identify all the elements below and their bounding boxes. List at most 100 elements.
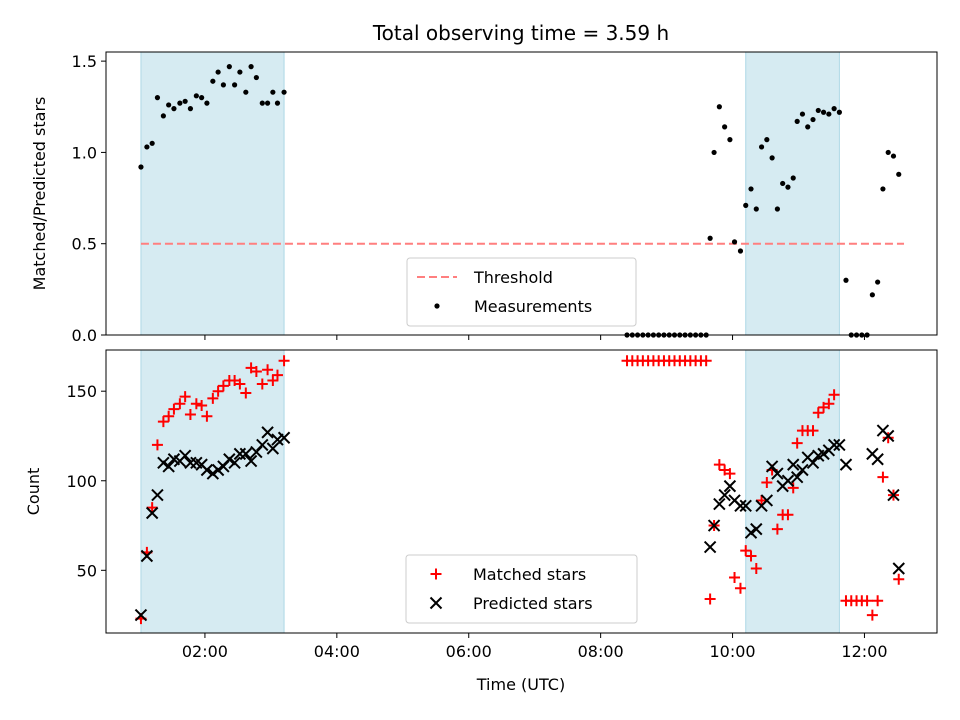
measurement-point <box>885 149 891 156</box>
predicted-star-point <box>817 447 830 461</box>
matched-star-point <box>157 416 169 428</box>
matched-star-point <box>240 387 252 399</box>
measurement-point <box>753 206 759 212</box>
predicted-star-point <box>707 519 721 532</box>
x-tick-label: 02:00 <box>182 642 228 661</box>
matched-star-point <box>168 403 180 415</box>
predicted-star-point <box>244 454 258 468</box>
predicted-star-point <box>140 549 154 563</box>
predicted-star-point <box>723 479 737 493</box>
matched-star-point <box>877 471 889 483</box>
predicted-star-point <box>887 488 900 502</box>
measurement-point <box>799 111 806 117</box>
measurement-point <box>774 206 780 212</box>
measurement-point <box>758 144 765 150</box>
y-tick-label: 50 <box>77 561 97 580</box>
y-tick-label: 1.0 <box>72 143 97 162</box>
legend-matched-label: Matched stars <box>473 565 586 584</box>
y-tick-label: 0.0 <box>72 326 97 345</box>
predicted-star-point <box>871 453 884 466</box>
predicted-star-point <box>718 488 731 502</box>
matched-star-point <box>250 365 262 377</box>
matched-star-point <box>190 398 202 410</box>
matched-star-point <box>787 482 799 494</box>
measurement-point <box>826 111 832 117</box>
measurement-point <box>232 82 238 88</box>
legend-matched-swatch <box>430 568 442 580</box>
predicted-star-point <box>223 453 236 466</box>
measurement-point <box>204 100 210 106</box>
bottom-panel: 02:00 04:00 06:00 08:00 10:00 12:00 50 100 150 C… <box>24 349 938 661</box>
predicted-star-point <box>162 460 175 473</box>
matched-star-point <box>713 459 725 471</box>
predicted-star-point <box>178 449 192 462</box>
matched-star-point <box>750 563 762 575</box>
matched-star-point <box>756 494 768 506</box>
predicted-star-point <box>261 426 274 439</box>
x-tick-label: 10:00 <box>709 642 755 661</box>
x-axis-label: Time (UTC) <box>476 675 565 694</box>
top-y-axis-label: Matched/Predicted stars <box>30 97 49 291</box>
predicted-star-point <box>713 497 726 511</box>
measurement-point <box>215 69 221 75</box>
measurement-point <box>764 137 770 143</box>
measurement-point <box>737 248 744 254</box>
measurement-point <box>270 89 276 95</box>
predicted-star-point <box>157 456 170 470</box>
legend-box <box>406 257 637 327</box>
matched-star-point <box>740 545 752 557</box>
matched-star-point <box>234 378 246 390</box>
measurement-point <box>794 118 800 124</box>
predicted-star-point <box>781 474 795 487</box>
bottom-axes-frame <box>105 349 938 634</box>
predicted-star-point <box>151 488 164 502</box>
matched-star-point <box>184 408 196 420</box>
matched-star-point <box>791 437 803 449</box>
predicted-star-point <box>765 460 779 473</box>
chart-title: Total observing time = 3.59 h <box>372 21 669 45</box>
measurement-point <box>264 100 271 106</box>
predicted-star-point <box>239 447 253 461</box>
matched-star-point <box>201 410 213 422</box>
predicted-star-point <box>206 467 220 480</box>
bottom-y-axis-label: Count <box>24 468 43 516</box>
matched-star-point <box>151 439 163 451</box>
legend-threshold-label: Threshold <box>473 268 553 287</box>
measurement-point <box>187 106 194 112</box>
measurement-point <box>748 186 754 192</box>
y-tick-label: 150 <box>66 382 97 401</box>
matched-star-point <box>761 477 773 489</box>
predicted-star-point <box>134 608 148 622</box>
matched-star-point <box>807 425 819 437</box>
predicted-star-point <box>228 456 241 470</box>
measurement-point <box>220 82 226 88</box>
predicted-star-point <box>734 499 747 513</box>
predicted-star-point <box>256 438 269 452</box>
matched-star-point <box>724 468 736 480</box>
measurement-point <box>182 98 188 104</box>
predicted-star-point <box>833 438 846 452</box>
measurement-point <box>259 100 265 106</box>
matched-star-point <box>700 355 712 367</box>
predicted-star-point <box>211 463 225 477</box>
measurement-point <box>707 235 713 241</box>
predicted-star-point <box>277 431 291 444</box>
measurement-point <box>154 95 161 101</box>
matched-star-point <box>278 355 290 367</box>
predicted-star-point <box>703 540 717 554</box>
measurement-point <box>820 109 827 115</box>
measurement-point <box>790 175 796 181</box>
matched-star-point <box>745 550 757 562</box>
predicted-star-point <box>790 470 804 484</box>
matched-star-point <box>861 595 873 607</box>
measurement-point <box>716 104 722 110</box>
measurement-point <box>138 164 144 170</box>
shaded-range-1 <box>745 51 840 336</box>
matched-star-point <box>866 609 878 621</box>
measurement-point <box>731 239 738 245</box>
legend-predicted-swatch <box>429 596 443 610</box>
measurement-point <box>810 116 816 123</box>
measurement-point <box>177 100 183 106</box>
top-legend: Threshold Measurements <box>406 257 637 327</box>
